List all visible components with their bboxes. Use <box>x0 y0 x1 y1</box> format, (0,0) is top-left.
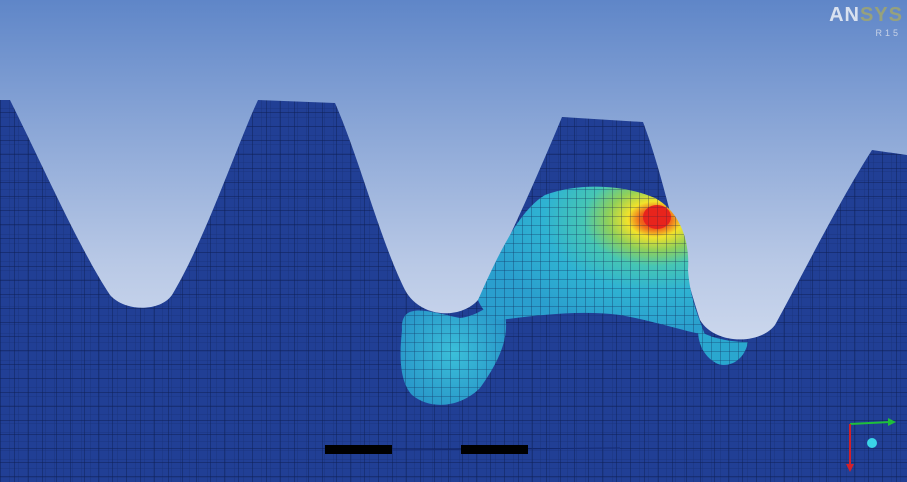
z-axis-sphere-icon <box>867 438 877 448</box>
axis-triad[interactable] <box>838 412 898 472</box>
ansys-logo: ANSYS <box>829 4 903 27</box>
logo-partial: SYS <box>859 4 903 26</box>
logo-text: AN <box>829 4 860 26</box>
y-axis-arrow-icon <box>846 424 854 472</box>
logo-version: R15 <box>875 28 901 38</box>
scale-bar-segment-icon <box>461 445 528 454</box>
x-axis-arrow-icon <box>849 418 896 426</box>
scale-bar-icon <box>325 445 392 454</box>
